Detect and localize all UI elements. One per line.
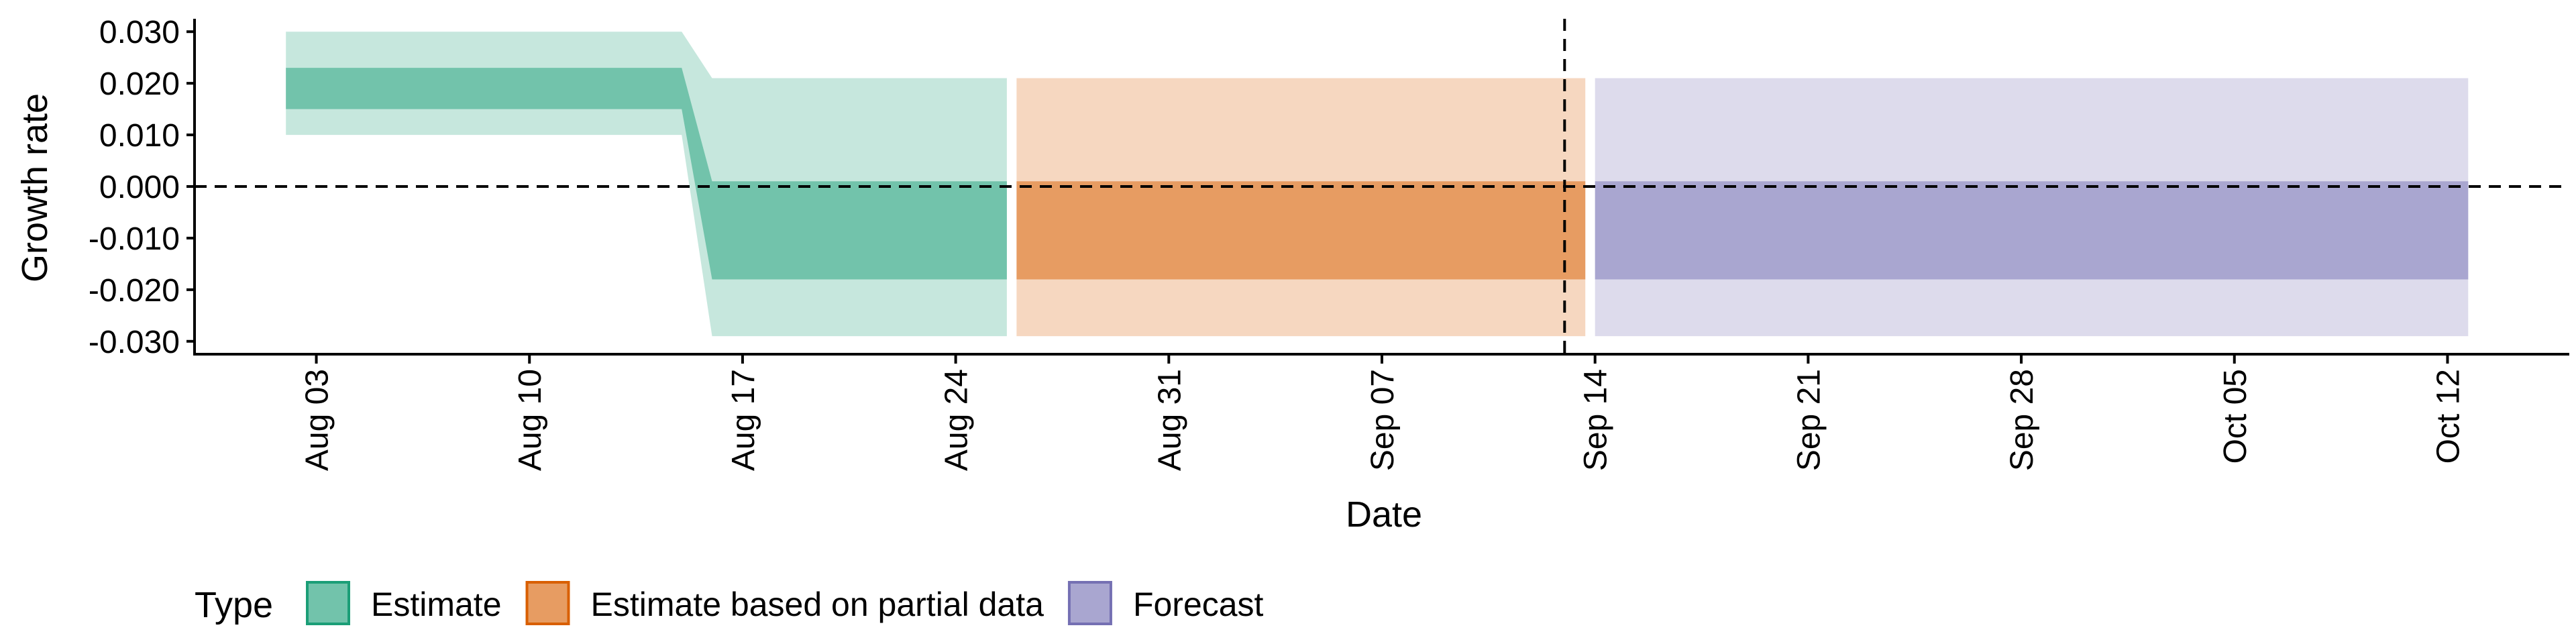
band-inner-2 (1595, 181, 2469, 280)
legend: Type Estimate Estimate based on partial d… (195, 581, 1264, 625)
legend-swatch-0 (306, 581, 350, 625)
x-tick-label: Aug 10 (513, 369, 548, 471)
y-tick-label: 0.000 (99, 170, 180, 205)
x-tick-label: Sep 28 (2004, 369, 2040, 471)
y-tick-label: -0.010 (89, 221, 180, 257)
x-tick-label: Aug 24 (939, 369, 975, 471)
legend-title: Type (195, 585, 273, 625)
legend-label-0: Estimate (371, 586, 502, 623)
x-tick-label: Aug 03 (300, 369, 335, 471)
y-tick-label: 0.010 (99, 118, 180, 154)
x-tick-label: Oct 12 (2430, 369, 2466, 464)
axes: 0.030 0.020 0.010 0.000 -0.010 -0.020 -0.030 Au… (89, 15, 2569, 471)
y-tick-label: -0.030 (89, 325, 180, 360)
y-tick-label: -0.020 (89, 273, 180, 309)
x-tick-label: Sep 21 (1791, 369, 1827, 471)
legend-swatch-1 (525, 581, 570, 625)
band-inner-1 (1016, 181, 1586, 280)
x-tick-label: Oct 05 (2218, 369, 2253, 464)
band-layer (286, 32, 2469, 337)
legend-label-2: Forecast (1133, 586, 1264, 623)
x-axis-title: Date (1346, 494, 1422, 535)
legend-label-1: Estimate based on partial data (591, 586, 1044, 623)
x-tick-label: Aug 31 (1152, 369, 1187, 471)
y-tick-label: 0.030 (99, 15, 180, 50)
x-tick-label: Aug 17 (726, 369, 761, 471)
reference-lines (195, 19, 2569, 354)
y-tick-label: 0.020 (99, 66, 180, 102)
legend-swatch-2 (1067, 581, 1112, 625)
x-tick-label: Sep 14 (1578, 369, 1614, 471)
x-tick-label: Sep 07 (1365, 369, 1401, 471)
legend-items: Estimate Estimate based on partial data Fo… (306, 581, 1264, 625)
y-axis-title: Growth rate (15, 93, 55, 282)
band-inner-0 (286, 68, 1007, 280)
